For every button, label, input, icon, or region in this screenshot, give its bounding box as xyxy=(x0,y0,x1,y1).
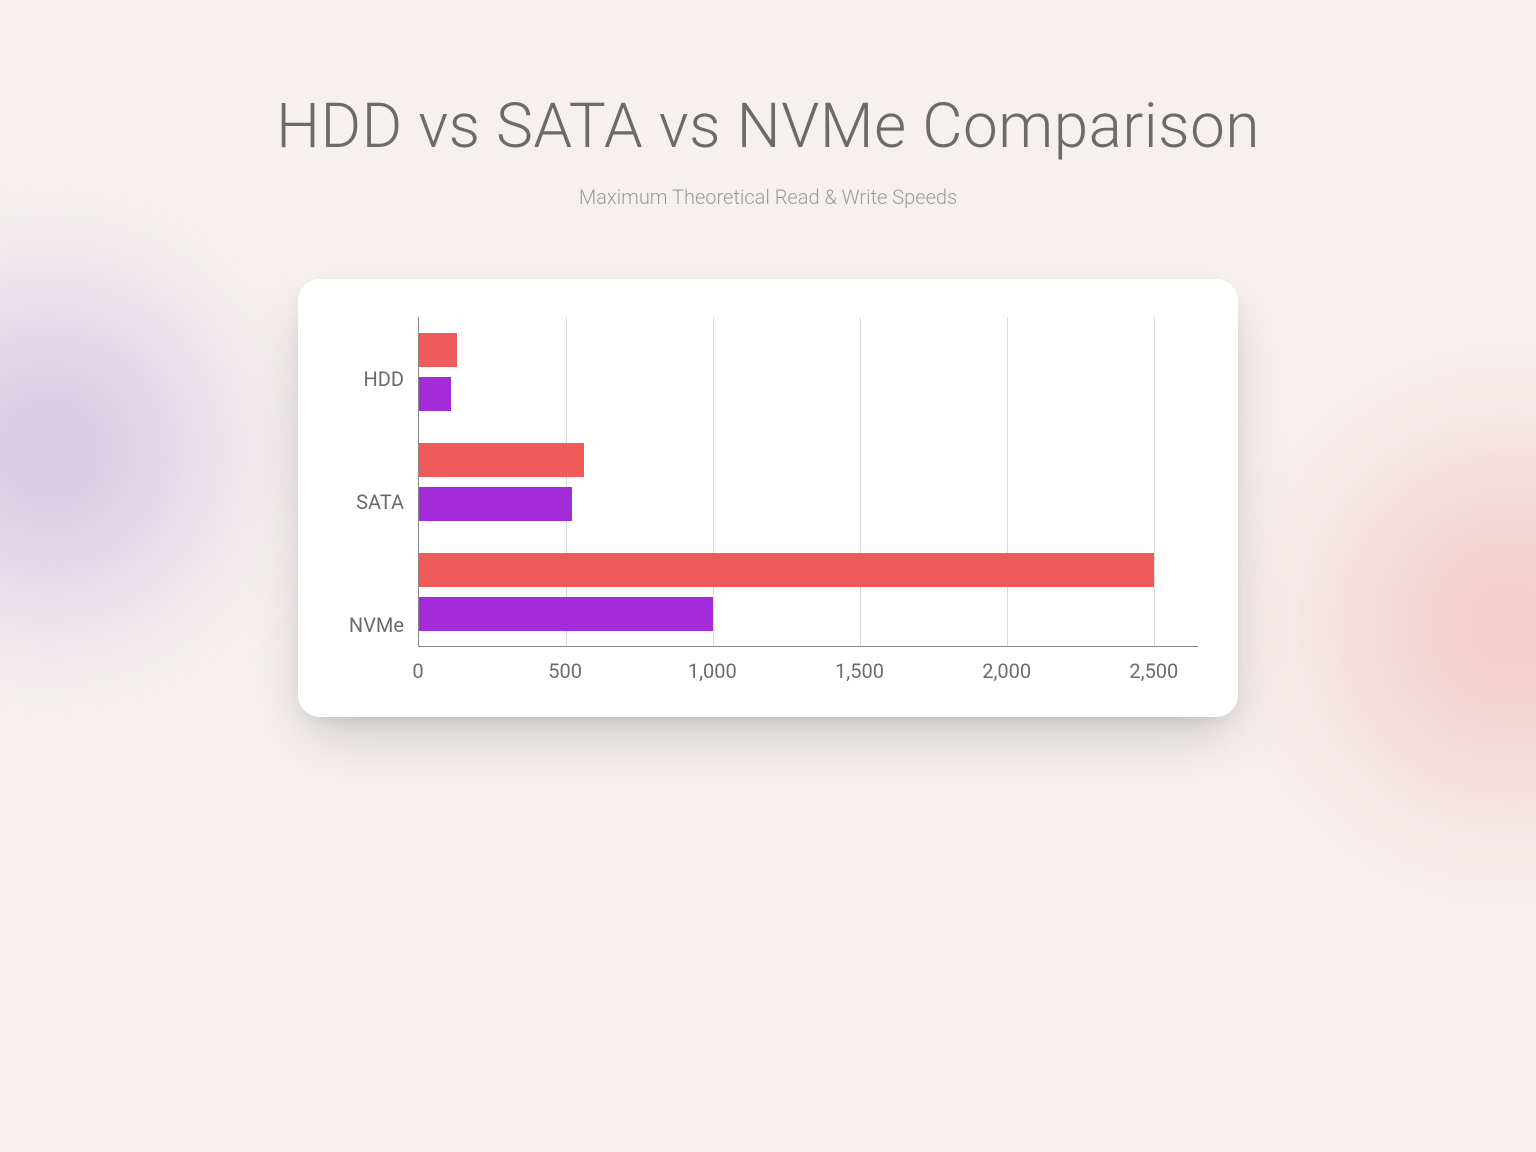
bar-group xyxy=(419,317,1198,427)
plot-area-wrap: 05001,0001,5002,0002,500 xyxy=(418,317,1198,687)
bar-group xyxy=(419,427,1198,537)
bar-write xyxy=(419,377,451,411)
x-axis-label: 500 xyxy=(548,659,582,683)
page-title: HDD vs SATA vs NVMe Comparison xyxy=(276,90,1260,163)
bar-write xyxy=(419,487,572,521)
bar-chart: HDD SATA NVMe 0 500 1,000 1,500 2,000 2,500 xyxy=(328,317,1198,687)
x-axis-label: 2,500 xyxy=(1129,659,1178,683)
x-axis-label: 1,500 xyxy=(835,659,884,683)
bar-read xyxy=(419,443,584,477)
x-axis-label: 0 xyxy=(412,659,423,683)
bar-read xyxy=(419,333,457,367)
chart-card: HDD SATA NVMe 0 500 1,000 1,500 2,000 2,500 xyxy=(298,279,1238,717)
plot-area xyxy=(418,317,1198,647)
page-subtitle: Maximum Theoretical Read & Write Speeds xyxy=(579,185,957,209)
y-axis-label: HDD xyxy=(328,324,404,434)
y-axis-label: SATA xyxy=(328,447,404,557)
y-axis-labels: HDD SATA NVMe xyxy=(328,317,418,687)
bar-read xyxy=(419,553,1154,587)
x-axis-label: 2,000 xyxy=(982,659,1031,683)
x-axis-labels: 05001,0001,5002,0002,500 xyxy=(418,647,1198,687)
y-axis-label: NVMe xyxy=(328,570,404,680)
bar-write xyxy=(419,597,713,631)
page: HDD vs SATA vs NVMe Comparison Maximum T… xyxy=(0,0,1536,777)
bar-group xyxy=(419,537,1198,647)
x-axis-label: 1,000 xyxy=(688,659,737,683)
